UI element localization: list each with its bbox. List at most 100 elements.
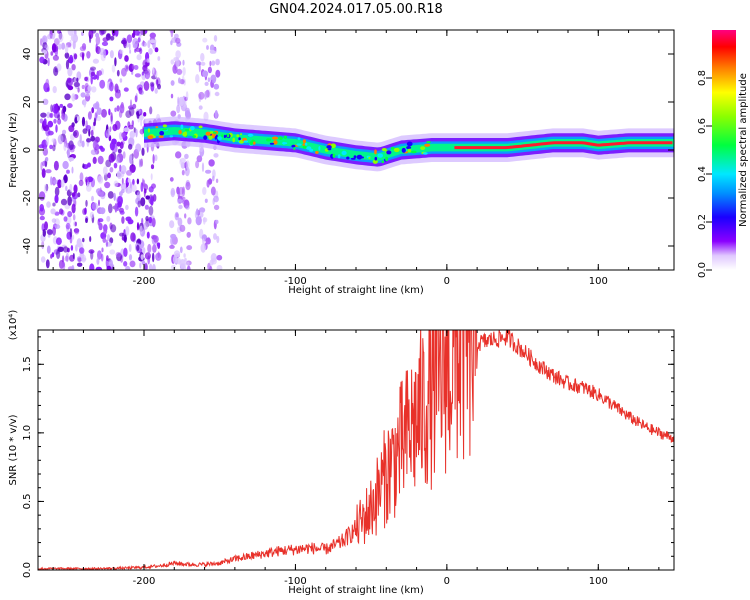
noise-point [111,64,116,73]
noise-point [149,106,153,115]
noise-point [184,153,189,160]
noise-point [109,249,116,255]
noise-point [49,144,53,150]
noise-point [102,237,107,243]
ridge-speckle [318,146,321,151]
ridge-speckle [385,156,389,162]
noise-point [56,63,62,72]
noise-point [109,141,115,151]
noise-point [200,52,205,62]
noise-point [68,125,75,133]
noise-point [175,50,181,59]
ridge-speckle [238,137,241,141]
noise-point [91,107,95,114]
bottom-y-ticks: 0.0 0.5 1.0 1.5 [22,336,674,578]
noise-point [216,235,220,244]
noise-point [170,233,177,239]
noise-point [91,125,95,132]
ridge-speckle [232,137,235,143]
colorbar-ticks: 0.0 0.2 0.4 0.6 0.8 [697,70,712,278]
noise-point [175,37,181,44]
noise-point [82,208,87,216]
ridge-speckle [422,152,428,155]
noise-point [74,228,80,235]
ridge-speckle [269,142,275,145]
noise-point [67,148,70,159]
noise-point [213,195,219,203]
noise-point [129,49,132,54]
y-tick-label: -20 [22,190,33,206]
noise-point [198,63,201,73]
ridge-speckle [406,141,413,147]
noise-point [84,90,91,97]
noise-point [119,191,123,197]
noise-point [101,41,109,47]
noise-point [114,203,118,213]
noise-point [142,40,145,47]
noise-point [170,80,175,86]
noise-point [89,263,95,270]
noise-point [139,225,143,235]
noise-point [108,108,111,116]
noise-point [127,219,134,225]
colorbar-tick-label: 0.6 [697,118,708,134]
noise-point [41,160,46,167]
noise-point [131,64,135,70]
noise-point [99,207,106,215]
noise-point [142,183,147,188]
noise-point [180,263,187,270]
noise-point [175,57,180,68]
noise-point [73,81,80,88]
noise-point [97,250,102,260]
noise-point [52,144,56,152]
noise-point [140,254,144,260]
ridge-speckle [356,154,363,160]
noise-point [71,63,76,71]
noise-point [91,195,94,202]
ridge-speckle [353,155,357,159]
noise-point [86,51,91,59]
noise-point [116,69,120,77]
snr-panel: -200 -100 0 100 0.0 0.5 1.0 1.5 Height of stra… [8,310,675,596]
noise-point [98,218,104,223]
noise-point [59,208,64,215]
noise-point [112,124,118,132]
noise-point [57,246,64,252]
noise-point [132,178,135,186]
noise-point [176,104,181,114]
noise-point [133,30,141,36]
noise-point [154,88,158,94]
noise-point [61,42,66,50]
noise-point [59,103,64,108]
ridge-speckle [182,131,187,137]
noise-point [216,254,223,261]
noise-point [53,160,59,171]
noise-point [54,68,58,73]
noise-point [116,156,120,164]
noise-point [141,260,146,265]
noise-point [125,204,129,211]
noise-point [54,211,60,216]
noise-point [185,91,189,101]
top-y-axis-label: Frequency (Hz) [8,112,19,188]
noise-point [55,237,62,245]
noise-point [123,234,127,243]
noise-point [85,199,88,207]
y-tick-label: 40 [22,48,33,61]
noise-point [66,169,70,174]
noise-point [205,169,212,174]
noise-point [57,179,62,189]
noise-point [185,160,190,170]
noise-point [69,237,73,244]
ridge-speckle [326,145,332,149]
noise-point [90,129,94,137]
x-tick-label: -200 [133,276,156,287]
noise-point [133,30,136,36]
noise-point [97,175,104,184]
noise-point [90,250,94,260]
noise-point [120,182,127,191]
noise-point [91,202,98,210]
noise-point [44,221,48,231]
noise-point [136,222,140,231]
